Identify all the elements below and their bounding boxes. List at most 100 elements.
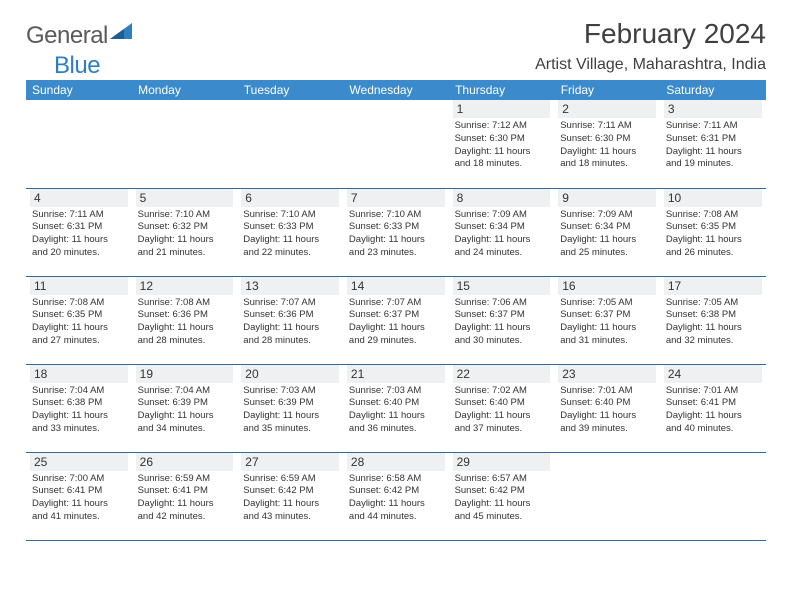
day-info: Sunrise: 7:07 AMSunset: 6:37 PMDaylight:… — [347, 297, 445, 348]
empty-cell — [660, 452, 766, 540]
date-number: 12 — [136, 277, 234, 295]
day-info: Sunrise: 7:02 AMSunset: 6:40 PMDaylight:… — [453, 385, 551, 436]
calendar-cell: 18 Sunrise: 7:04 AMSunset: 6:38 PMDayligh… — [26, 364, 132, 452]
day-info: Sunrise: 7:10 AMSunset: 6:33 PMDaylight:… — [241, 209, 339, 260]
day-header-row: SundayMondayTuesdayWednesdayThursdayFrid… — [26, 80, 766, 100]
day-info: Sunrise: 7:04 AMSunset: 6:39 PMDaylight:… — [136, 385, 234, 436]
calendar-cell: 20 Sunrise: 7:03 AMSunset: 6:39 PMDayligh… — [237, 364, 343, 452]
date-number: 3 — [664, 100, 762, 118]
calendar-cell: 16Sunrise: 7:05 AMSunset: 6:37 PMDayligh… — [554, 276, 660, 364]
calendar-cell: 14 Sunrise: 7:07 AMSunset: 6:37 PMDayligh… — [343, 276, 449, 364]
day-info: Sunrise: 7:03 AMSunset: 6:39 PMDaylight:… — [241, 385, 339, 436]
date-number: 8 — [453, 189, 551, 207]
date-number: 21 — [347, 365, 445, 383]
date-number: 16 — [558, 277, 656, 295]
day-header: Thursday — [449, 80, 555, 100]
date-number: 27 — [241, 453, 339, 471]
calendar-week-row: 18 Sunrise: 7:04 AMSunset: 6:38 PMDayligh… — [26, 364, 766, 452]
calendar-cell: 23 Sunrise: 7:01 AMSunset: 6:40 PMDayligh… — [554, 364, 660, 452]
day-info: Sunrise: 7:08 AMSunset: 6:36 PMDaylight:… — [136, 297, 234, 348]
empty-cell — [343, 100, 449, 188]
calendar-cell: 4Sunrise: 7:11 AMSunset: 6:31 PMDaylight… — [26, 188, 132, 276]
calendar-cell: 26 Sunrise: 6:59 AMSunset: 6:41 PMDayligh… — [132, 452, 238, 540]
calendar-cell: 10 Sunrise: 7:08 AMSunset: 6:35 PMDayligh… — [660, 188, 766, 276]
empty-cell — [26, 100, 132, 188]
day-info: Sunrise: 7:09 AMSunset: 6:34 PMDaylight:… — [453, 209, 551, 260]
day-header: Wednesday — [343, 80, 449, 100]
day-info: Sunrise: 7:11 AMSunset: 6:31 PMDaylight:… — [664, 120, 762, 171]
calendar-table: SundayMondayTuesdayWednesdayThursdayFrid… — [26, 80, 766, 541]
day-info: Sunrise: 7:07 AMSunset: 6:36 PMDaylight:… — [241, 297, 339, 348]
calendar-cell: 9Sunrise: 7:09 AMSunset: 6:34 PMDaylight… — [554, 188, 660, 276]
logo: General — [26, 18, 132, 54]
calendar-week-row: 4Sunrise: 7:11 AMSunset: 6:31 PMDaylight… — [26, 188, 766, 276]
empty-cell — [132, 100, 238, 188]
calendar-cell: 7 Sunrise: 7:10 AMSunset: 6:33 PMDaylight… — [343, 188, 449, 276]
date-number: 17 — [664, 277, 762, 295]
calendar-cell: 13 Sunrise: 7:07 AMSunset: 6:36 PMDayligh… — [237, 276, 343, 364]
date-number: 28 — [347, 453, 445, 471]
calendar-cell: 3 Sunrise: 7:11 AMSunset: 6:31 PMDaylight… — [660, 100, 766, 188]
date-number: 1 — [453, 100, 551, 118]
day-info: Sunrise: 6:59 AMSunset: 6:41 PMDaylight:… — [136, 473, 234, 524]
calendar-cell: 19 Sunrise: 7:04 AMSunset: 6:39 PMDayligh… — [132, 364, 238, 452]
day-info: Sunrise: 7:11 AMSunset: 6:30 PMDaylight:… — [558, 120, 656, 171]
empty-cell — [237, 100, 343, 188]
date-number: 23 — [558, 365, 656, 383]
calendar-cell: 5 Sunrise: 7:10 AMSunset: 6:32 PMDaylight… — [132, 188, 238, 276]
header-row: General February 2024 — [26, 18, 766, 54]
calendar-cell: 2 Sunrise: 7:11 AMSunset: 6:30 PMDaylight… — [554, 100, 660, 188]
day-header: Tuesday — [237, 80, 343, 100]
day-info: Sunrise: 7:10 AMSunset: 6:33 PMDaylight:… — [347, 209, 445, 260]
calendar-cell: 28 Sunrise: 6:58 AMSunset: 6:42 PMDayligh… — [343, 452, 449, 540]
date-number: 19 — [136, 365, 234, 383]
logo-line2: Blue — [26, 52, 100, 80]
day-info: Sunrise: 7:05 AMSunset: 6:38 PMDaylight:… — [664, 297, 762, 348]
calendar-cell: 27 Sunrise: 6:59 AMSunset: 6:42 PMDayligh… — [237, 452, 343, 540]
day-info: Sunrise: 7:00 AMSunset: 6:41 PMDaylight:… — [30, 473, 128, 524]
logo-text-blue: Blue — [54, 52, 100, 80]
day-header: Sunday — [26, 80, 132, 100]
day-info: Sunrise: 6:59 AMSunset: 6:42 PMDaylight:… — [241, 473, 339, 524]
calendar-week-row: 25Sunrise: 7:00 AMSunset: 6:41 PMDayligh… — [26, 452, 766, 540]
date-number: 29 — [453, 453, 551, 471]
calendar-cell: 29 Sunrise: 6:57 AMSunset: 6:42 PMDayligh… — [449, 452, 555, 540]
date-number: 24 — [664, 365, 762, 383]
calendar-cell: 22 Sunrise: 7:02 AMSunset: 6:40 PMDayligh… — [449, 364, 555, 452]
calendar-cell: 1Sunrise: 7:12 AMSunset: 6:30 PMDaylight… — [449, 100, 555, 188]
calendar-cell: 15 Sunrise: 7:06 AMSunset: 6:37 PMDayligh… — [449, 276, 555, 364]
date-number: 11 — [30, 277, 128, 295]
day-info: Sunrise: 6:57 AMSunset: 6:42 PMDaylight:… — [453, 473, 551, 524]
date-number: 26 — [136, 453, 234, 471]
calendar-cell: 11Sunrise: 7:08 AMSunset: 6:35 PMDayligh… — [26, 276, 132, 364]
date-number: 2 — [558, 100, 656, 118]
day-info: Sunrise: 7:01 AMSunset: 6:40 PMDaylight:… — [558, 385, 656, 436]
date-number: 13 — [241, 277, 339, 295]
location-text: Artist Village, Maharashtra, India — [535, 56, 766, 74]
date-number: 5 — [136, 189, 234, 207]
day-info: Sunrise: 7:11 AMSunset: 6:31 PMDaylight:… — [30, 209, 128, 260]
day-header: Friday — [554, 80, 660, 100]
day-info: Sunrise: 7:10 AMSunset: 6:32 PMDaylight:… — [136, 209, 234, 260]
date-number: 14 — [347, 277, 445, 295]
date-number: 18 — [30, 365, 128, 383]
date-number: 7 — [347, 189, 445, 207]
calendar-week-row: 1Sunrise: 7:12 AMSunset: 6:30 PMDaylight… — [26, 100, 766, 188]
day-info: Sunrise: 7:06 AMSunset: 6:37 PMDaylight:… — [453, 297, 551, 348]
day-header: Monday — [132, 80, 238, 100]
day-info: Sunrise: 7:04 AMSunset: 6:38 PMDaylight:… — [30, 385, 128, 436]
date-number: 10 — [664, 189, 762, 207]
date-number: 6 — [241, 189, 339, 207]
day-info: Sunrise: 7:09 AMSunset: 6:34 PMDaylight:… — [558, 209, 656, 260]
day-info: Sunrise: 7:08 AMSunset: 6:35 PMDaylight:… — [664, 209, 762, 260]
calendar-week-row: 11Sunrise: 7:08 AMSunset: 6:35 PMDayligh… — [26, 276, 766, 364]
date-number: 20 — [241, 365, 339, 383]
day-header: Saturday — [660, 80, 766, 100]
date-number: 22 — [453, 365, 551, 383]
logo-text-general: General — [26, 22, 108, 50]
calendar-cell: 25Sunrise: 7:00 AMSunset: 6:41 PMDayligh… — [26, 452, 132, 540]
date-number: 15 — [453, 277, 551, 295]
page-title: February 2024 — [584, 18, 766, 50]
day-info: Sunrise: 6:58 AMSunset: 6:42 PMDaylight:… — [347, 473, 445, 524]
calendar-body: 1Sunrise: 7:12 AMSunset: 6:30 PMDaylight… — [26, 100, 766, 540]
